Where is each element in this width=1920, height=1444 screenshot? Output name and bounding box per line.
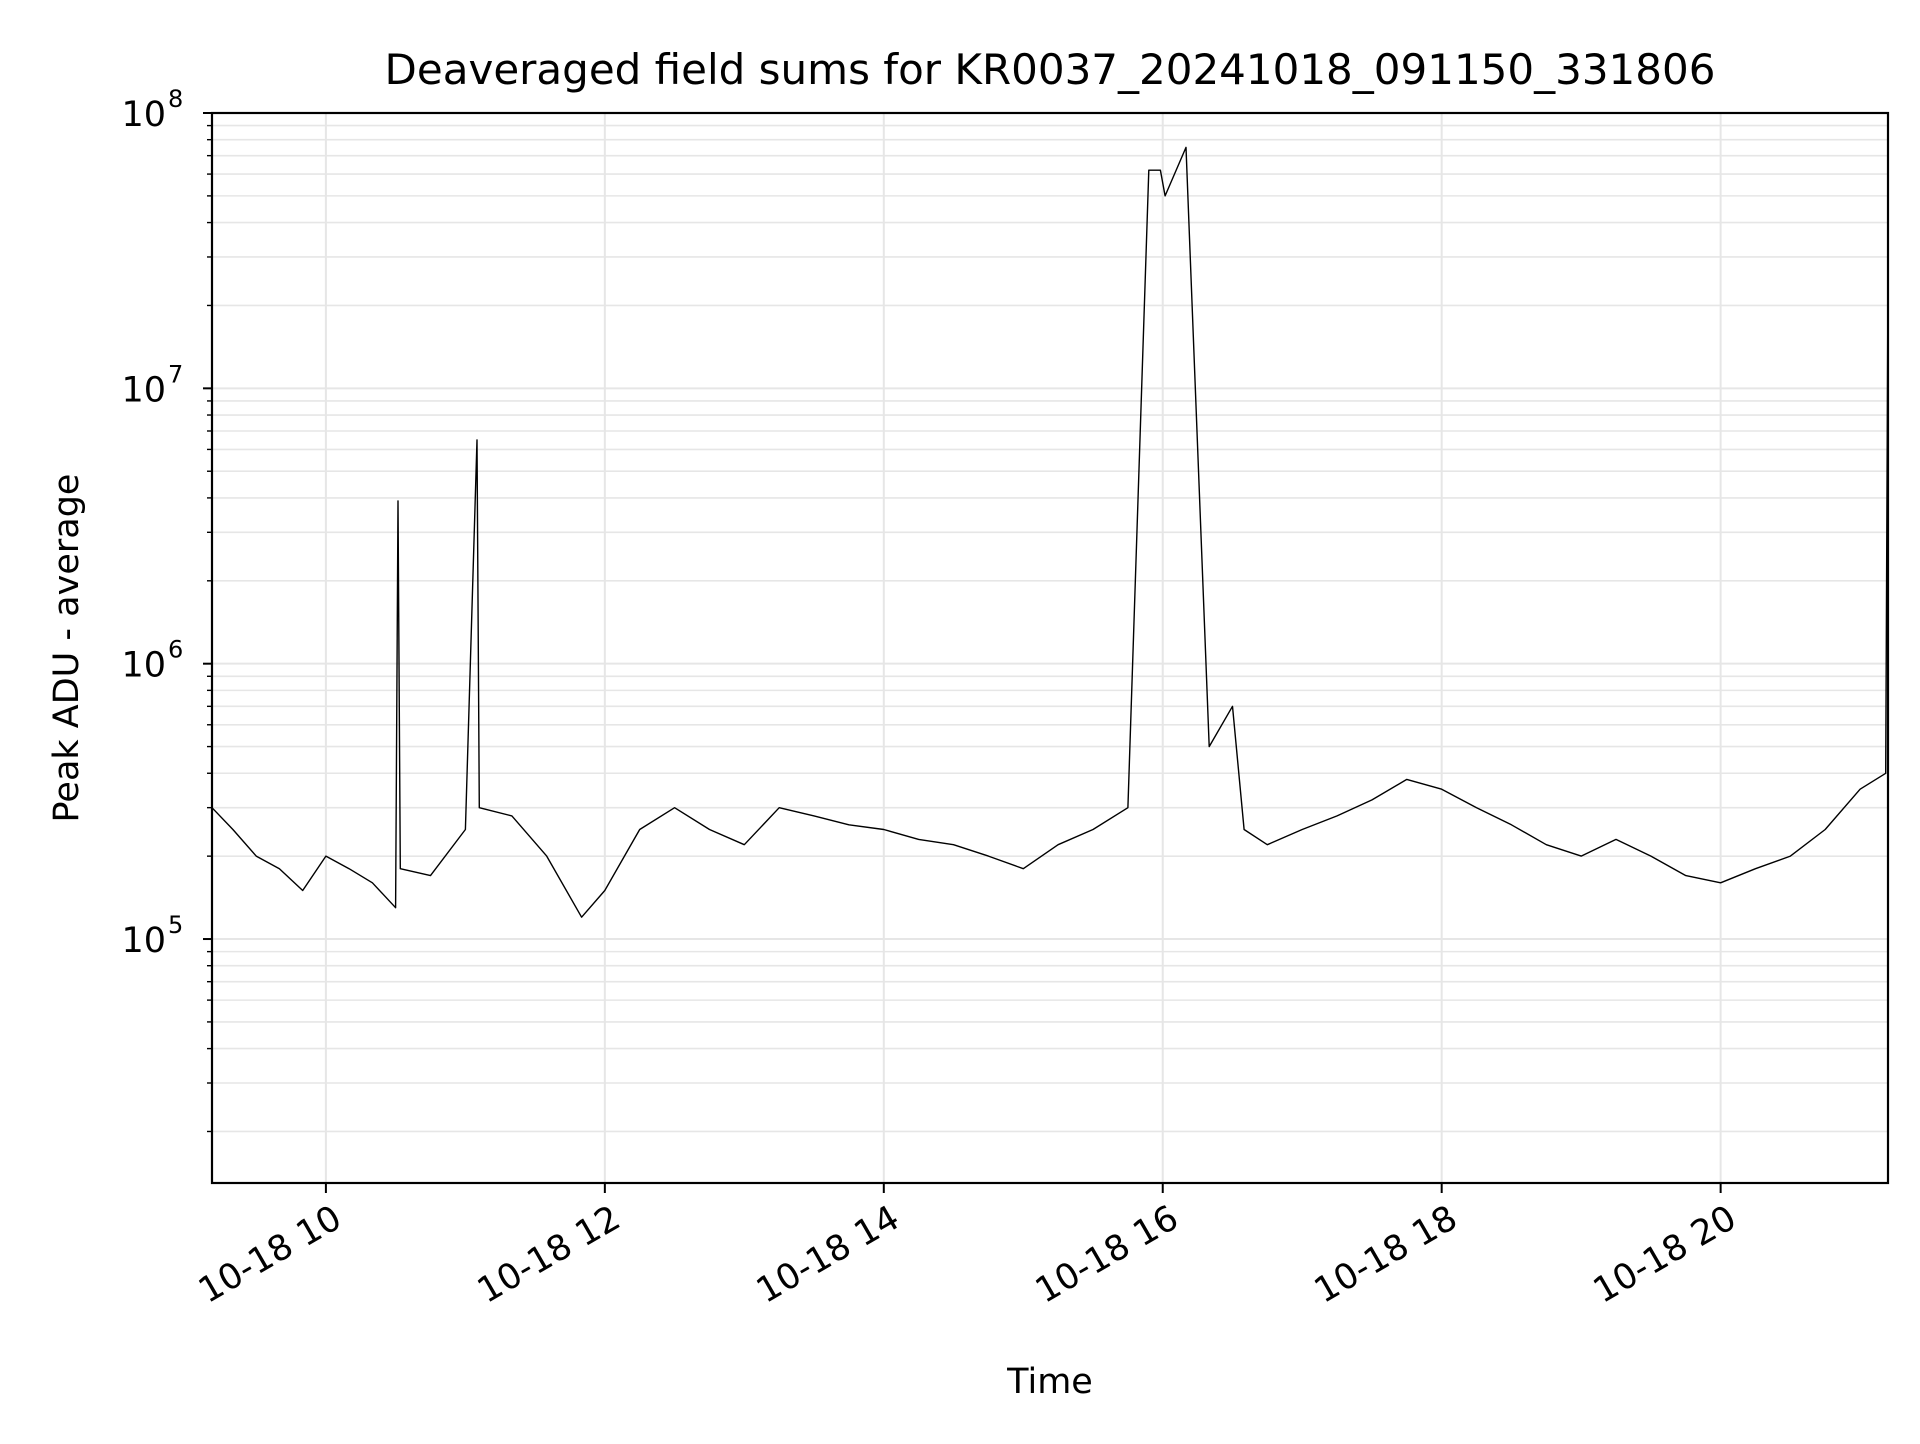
x-tick-label: 10-18 14	[750, 1198, 906, 1311]
plot-frame	[210, 111, 1890, 1185]
y-tick-exponent: 6	[168, 636, 183, 664]
x-tick-label: 10-18 18	[1308, 1198, 1464, 1311]
x-tick-label: 10-18 12	[471, 1198, 627, 1311]
y-tick-exponent: 5	[168, 911, 183, 939]
y-tick-exponent: 7	[168, 360, 183, 388]
y-tick-exponent: 8	[168, 85, 183, 113]
x-tick-label: 10-18 10	[192, 1198, 348, 1311]
x-axis-label: Time	[1006, 1362, 1093, 1402]
chart-title: Deaveraged field sums for KR0037_2024101…	[385, 45, 1716, 94]
x-tick-label: 10-18 16	[1029, 1198, 1185, 1311]
y-tick-label: 10	[121, 646, 166, 686]
series-line-0	[211, 146, 1889, 918]
y-axis-label: Peak ADU - average	[47, 474, 87, 823]
y-tick-label: 10	[121, 370, 166, 410]
grid-lines	[212, 112, 1888, 1183]
y-tick-label: 10	[121, 95, 166, 135]
tick-marks	[203, 112, 1722, 1193]
x-tick-label: 10-18 20	[1587, 1198, 1743, 1311]
series-layer	[211, 146, 1889, 918]
y-tick-label: 10	[121, 921, 166, 961]
